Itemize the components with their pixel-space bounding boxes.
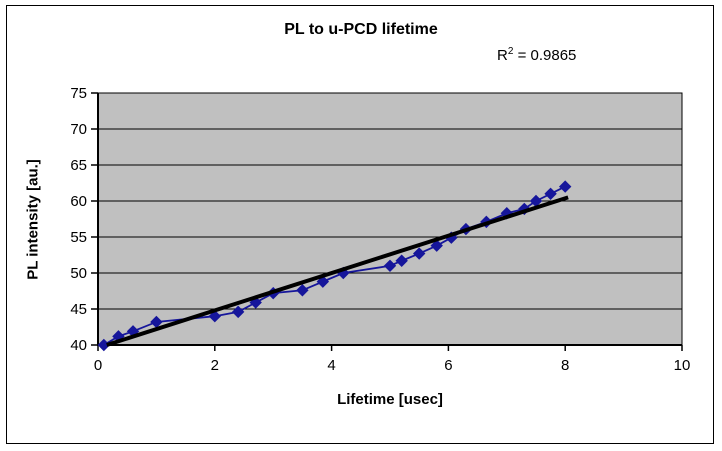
r-squared-value: = 0.9865 bbox=[513, 47, 577, 64]
y-tick-label-60: 60 bbox=[70, 193, 87, 210]
data-point-marker bbox=[412, 247, 426, 260]
y-tick-label-45: 45 bbox=[70, 301, 87, 318]
y-tick-label-50: 50 bbox=[70, 265, 87, 282]
plot-background bbox=[97, 92, 683, 346]
data-point-marker bbox=[383, 259, 397, 273]
data-point-marker bbox=[395, 254, 408, 267]
x-axis-title: Lifetime [usec] bbox=[337, 391, 443, 408]
r-squared-superscript: 2 bbox=[507, 46, 514, 57]
data-point-marker bbox=[544, 187, 557, 201]
x-tick-label-8: 8 bbox=[561, 357, 569, 374]
y-tick-label-55: 55 bbox=[70, 229, 87, 246]
data-point-marker bbox=[316, 275, 330, 288]
data-point-marker bbox=[558, 180, 572, 193]
data-point-marker bbox=[430, 239, 443, 252]
x-tick-label-6: 6 bbox=[444, 357, 452, 374]
x-tick-label-2: 2 bbox=[211, 357, 219, 374]
data-point-marker bbox=[231, 305, 245, 319]
y-tick-label-70: 70 bbox=[70, 121, 87, 138]
trend-line bbox=[106, 195, 569, 347]
x-tick-label-4: 4 bbox=[327, 357, 335, 374]
y-tick-label-40: 40 bbox=[70, 337, 87, 354]
chart-title: PL to u-PCD lifetime bbox=[284, 21, 438, 38]
y-tick-label-65: 65 bbox=[70, 157, 87, 174]
x-tick-label-10: 10 bbox=[674, 357, 691, 374]
x-tick-label-0: 0 bbox=[94, 357, 102, 374]
data-point-marker bbox=[296, 284, 309, 297]
y-tick-label-75: 75 bbox=[70, 85, 87, 102]
r-squared-base: R bbox=[497, 47, 508, 64]
data-point-marker bbox=[208, 309, 222, 323]
r-squared-annotation: R2 = 0.9865 bbox=[497, 46, 576, 64]
